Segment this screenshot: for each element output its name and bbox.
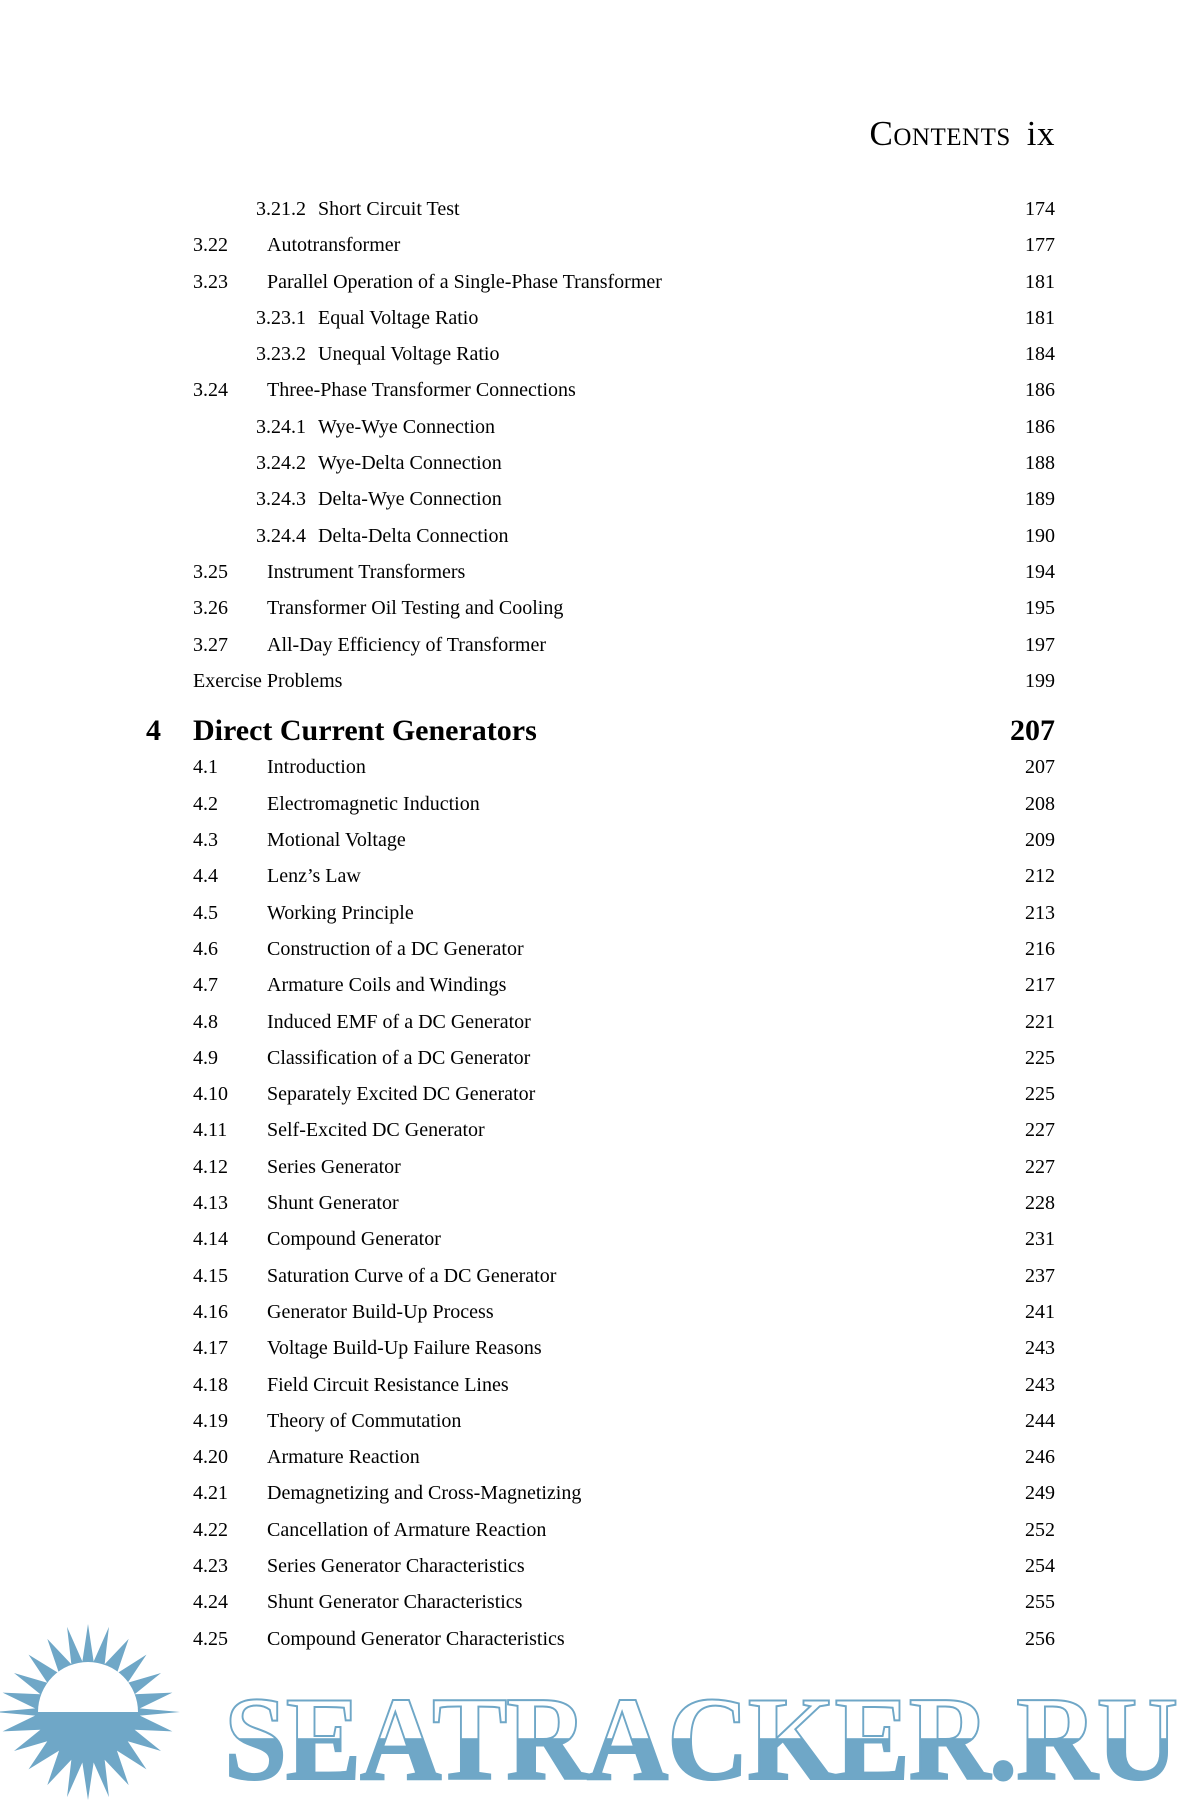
svg-text:SEATRACKER.RU: SEATRACKER.RU: [224, 1672, 1177, 1801]
